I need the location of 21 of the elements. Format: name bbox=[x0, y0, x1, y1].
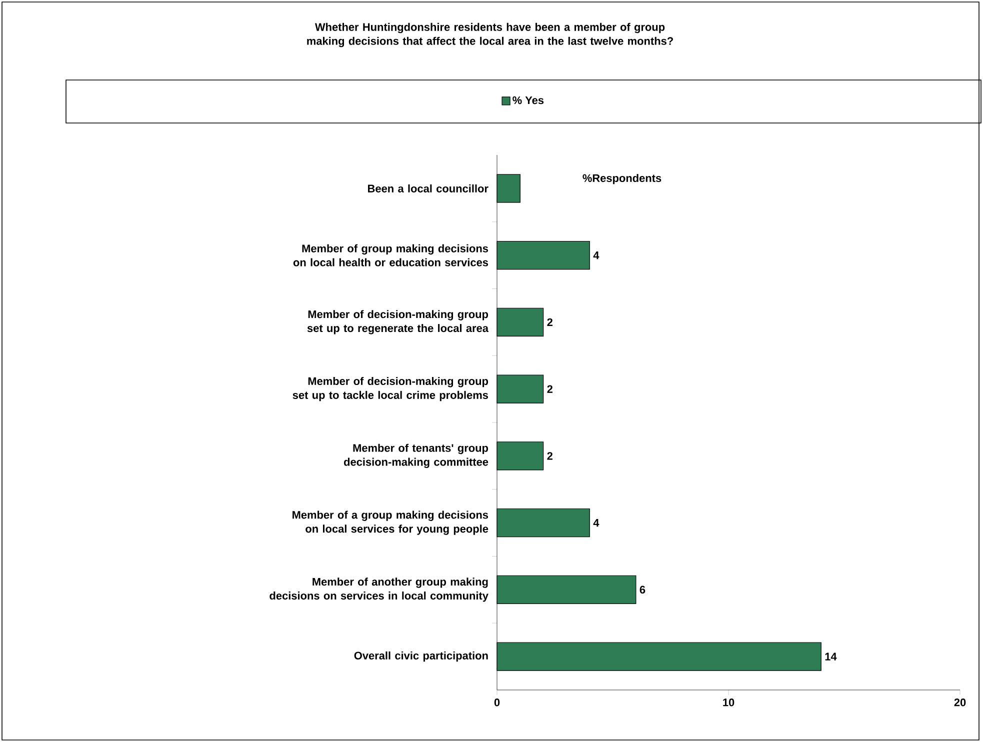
data-label: 4 bbox=[593, 519, 600, 527]
y-tick-label: Been a local councillor bbox=[368, 184, 488, 192]
data-label: 2 bbox=[547, 318, 552, 326]
y-tick-label: Member of decision-making group set up to regenerate the local area bbox=[307, 310, 489, 334]
y-tick-label: Member of another group making decisions on services in local community bbox=[270, 578, 488, 602]
x-axis-title: %Respondents bbox=[582, 174, 662, 184]
chart-title: Whether Huntingdonshire residents have been a member of group making decisions that affect the local area in the last twelve months? bbox=[307, 22, 673, 48]
data-label: 4 bbox=[593, 252, 600, 260]
y-tick-label: Overall civic participation bbox=[354, 651, 488, 662]
y-tick-label: Member of group making decisions on local health or education services bbox=[293, 244, 488, 266]
data-label: 14 bbox=[825, 652, 837, 660]
y-tick-label: Member of decision-making group set up to tackle local crime problems bbox=[292, 376, 488, 402]
x-tick-label: 20 bbox=[954, 698, 966, 706]
x-tick-label: 0 bbox=[494, 698, 500, 706]
y-tick-label: Member of tenants' group decision-making committee bbox=[344, 444, 488, 468]
y-tick-label: Member of a group making decisions on local services for young people bbox=[292, 510, 488, 535]
legend-label: % Yes bbox=[512, 96, 544, 104]
data-label: 6 bbox=[640, 586, 646, 594]
x-tick-label: 10 bbox=[723, 698, 734, 706]
data-label: 2 bbox=[547, 452, 552, 460]
data-label: 2 bbox=[547, 385, 552, 393]
